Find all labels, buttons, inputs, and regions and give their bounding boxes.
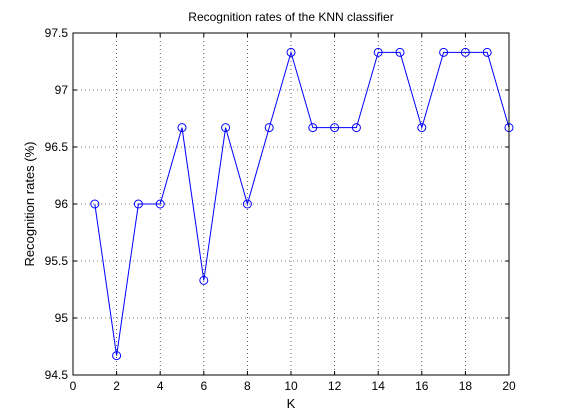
x-tick-label: 16 bbox=[415, 379, 429, 393]
y-tick-label: 94.5 bbox=[45, 368, 69, 382]
data-point bbox=[395, 47, 405, 57]
data-point bbox=[199, 275, 209, 285]
data-point bbox=[373, 47, 383, 57]
data-point bbox=[112, 351, 122, 361]
series-layer bbox=[90, 47, 514, 361]
x-tick-label: 6 bbox=[200, 379, 207, 393]
x-tick-label: 20 bbox=[502, 379, 516, 393]
data-point bbox=[351, 123, 361, 133]
x-axis-label: K bbox=[287, 396, 296, 411]
data-point bbox=[242, 199, 252, 209]
data-point bbox=[133, 199, 143, 209]
y-tick-label: 96 bbox=[55, 197, 69, 211]
x-tick-label: 10 bbox=[284, 379, 298, 393]
data-point bbox=[308, 123, 318, 133]
data-point bbox=[417, 123, 427, 133]
x-tick-label: 4 bbox=[157, 379, 164, 393]
tick-labels: 0 2 4 6 8 10 12 14 16 18 20 94.5 95 95.5 96 96.5 97 97.5 bbox=[45, 26, 516, 393]
y-tick-label: 97.5 bbox=[45, 26, 69, 40]
x-tick-label: 18 bbox=[459, 379, 473, 393]
y-tick-label: 95 bbox=[55, 311, 69, 325]
data-point bbox=[177, 123, 187, 133]
data-point bbox=[90, 199, 100, 209]
chart-title: Recognition rates of the KNN classifier bbox=[188, 10, 393, 24]
x-tick-label: 14 bbox=[372, 379, 386, 393]
data-point bbox=[221, 123, 231, 133]
x-tick-label: 0 bbox=[70, 379, 77, 393]
x-tick-label: 2 bbox=[113, 379, 120, 393]
data-point bbox=[460, 47, 470, 57]
data-point bbox=[439, 47, 449, 57]
y-tick-label: 95.5 bbox=[45, 254, 69, 268]
data-point bbox=[286, 47, 296, 57]
y-axis-label: Recognition rates (%) bbox=[22, 142, 37, 267]
y-tick-label: 97 bbox=[55, 83, 69, 97]
series-line bbox=[94, 50, 510, 356]
y-tick-label: 96.5 bbox=[45, 140, 69, 154]
data-point bbox=[330, 123, 340, 133]
data-point bbox=[264, 123, 274, 133]
plot-frame bbox=[72, 32, 510, 376]
grid-lines bbox=[73, 33, 509, 375]
data-point bbox=[482, 47, 492, 57]
x-tick-label: 8 bbox=[244, 379, 251, 393]
data-point bbox=[155, 199, 165, 209]
x-tick-label: 12 bbox=[328, 379, 342, 393]
axis-ticks bbox=[72, 32, 510, 376]
